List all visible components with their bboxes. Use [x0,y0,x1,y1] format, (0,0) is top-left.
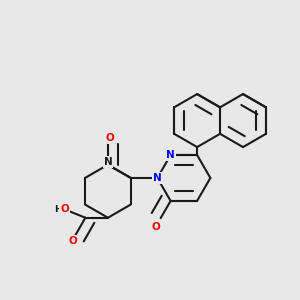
Text: N: N [103,157,112,167]
Text: O: O [151,222,160,232]
Text: N: N [153,173,162,183]
Text: N: N [166,150,175,160]
Text: O: O [69,236,78,246]
Text: O: O [60,204,69,214]
Text: O: O [105,133,114,143]
Text: H: H [54,205,62,214]
